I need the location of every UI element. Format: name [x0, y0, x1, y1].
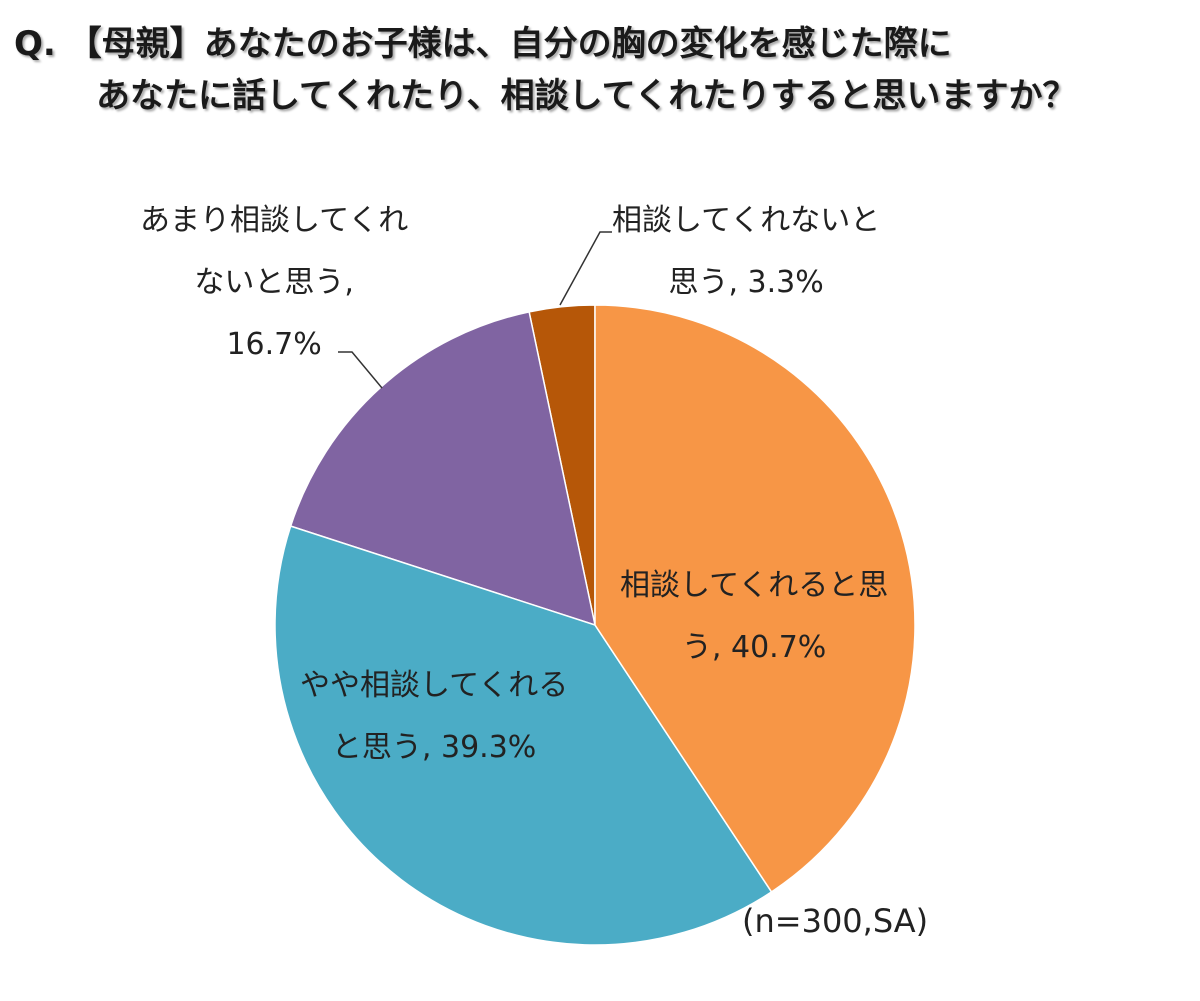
label-line: 相談してくれないと [612, 203, 881, 238]
chart-title: Q. 【母親】あなたのお子様は、自分の胸の変化を感じた際に あなたに話してくれた… [14, 18, 1077, 122]
sample-note: (n=300,SA) [742, 902, 929, 940]
label-line: 16.7% [226, 327, 322, 362]
label-line: う, 40.7% [681, 630, 827, 665]
label-line: あまり相談してくれ [140, 203, 409, 238]
title-line-2: あなたに話してくれたり、相談してくれたりすると思いますか？ [96, 76, 1077, 116]
label-line: ないと思う, [194, 265, 354, 300]
data-label-slice-0: 相談してくれると思 う, 40.7% [620, 555, 888, 679]
data-label-slice-2: あまり相談してくれ ないと思う, 16.7% [140, 190, 408, 376]
label-line: やや相談してくれる [300, 668, 569, 703]
leader-line-3.3 [559, 231, 612, 306]
title-line-1: Q. 【母親】あなたのお子様は、自分の胸の変化を感じた際に [14, 24, 952, 64]
pie-slice-1 [274, 525, 773, 946]
pie-slice-0 [594, 304, 916, 893]
label-line: と思う, 39.3% [331, 730, 537, 765]
label-line: 相談してくれると思 [620, 568, 889, 603]
label-line: 思う, 3.3% [668, 265, 824, 300]
leader-line-16.7 [338, 351, 383, 389]
data-label-slice-3: 相談してくれないと 思う, 3.3% [612, 190, 880, 314]
data-label-slice-1: やや相談してくれる と思う, 39.3% [300, 655, 568, 779]
